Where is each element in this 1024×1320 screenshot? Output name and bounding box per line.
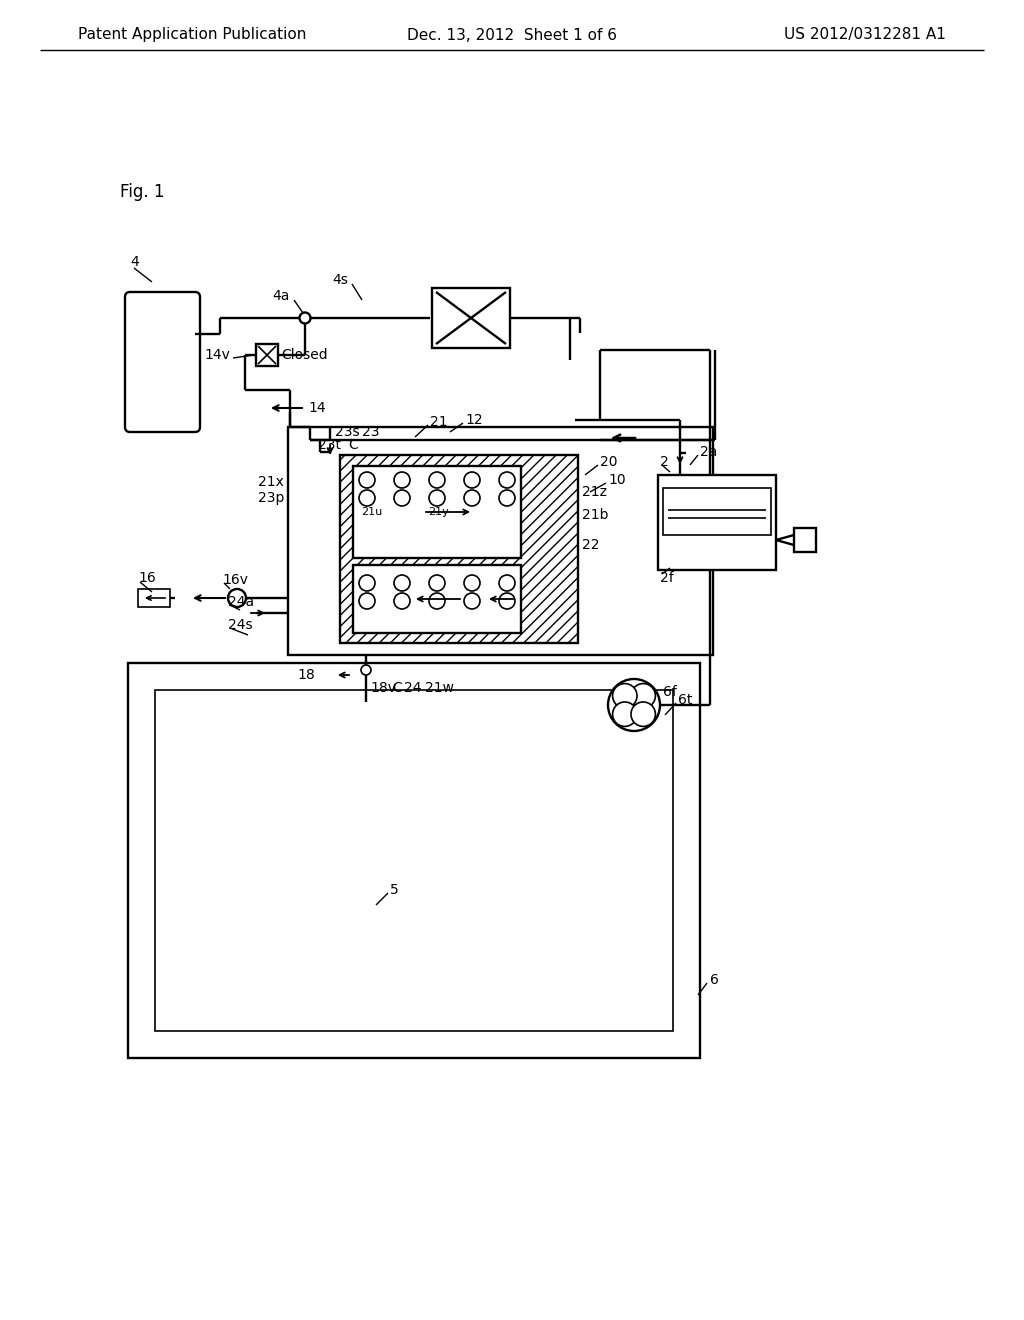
Text: 12: 12	[465, 413, 482, 426]
Text: 14v: 14v	[204, 348, 230, 362]
Bar	[432, 288, 510, 348]
Bar	[663, 488, 771, 535]
Bar	[353, 466, 521, 558]
Text: 16v: 16v	[222, 573, 248, 587]
Text: 20: 20	[600, 455, 617, 469]
Text: 21u: 21u	[361, 507, 382, 517]
Text: 23: 23	[362, 425, 380, 440]
Text: 24s: 24s	[228, 618, 253, 632]
Text: 2a: 2a	[700, 445, 718, 459]
Circle shape	[464, 576, 480, 591]
Text: 18v: 18v	[370, 681, 396, 696]
Text: 21y: 21y	[428, 507, 449, 517]
Circle shape	[464, 490, 480, 506]
Circle shape	[394, 490, 410, 506]
Text: 4: 4	[130, 255, 138, 269]
Text: 6f: 6f	[663, 685, 677, 700]
Circle shape	[429, 576, 445, 591]
Circle shape	[359, 576, 375, 591]
Circle shape	[464, 473, 480, 488]
Text: 21z: 21z	[582, 484, 607, 499]
Circle shape	[394, 576, 410, 591]
Circle shape	[612, 684, 637, 708]
Circle shape	[499, 490, 515, 506]
Bar	[658, 475, 776, 570]
Text: 21x: 21x	[258, 475, 284, 488]
Bar	[340, 455, 578, 643]
Text: 4a: 4a	[272, 289, 290, 304]
Circle shape	[394, 593, 410, 609]
Text: 21: 21	[430, 414, 447, 429]
Circle shape	[499, 576, 515, 591]
Bar	[353, 565, 521, 634]
Circle shape	[608, 678, 660, 731]
Text: 24: 24	[404, 681, 422, 696]
Text: 16: 16	[138, 572, 156, 585]
Bar	[138, 589, 170, 607]
Text: 18: 18	[297, 668, 315, 682]
Text: C: C	[392, 681, 401, 696]
Bar	[288, 426, 713, 655]
Text: 4s: 4s	[332, 273, 348, 286]
Circle shape	[299, 313, 310, 323]
Text: 24a: 24a	[228, 595, 254, 609]
Text: 2: 2	[660, 455, 669, 469]
Circle shape	[359, 473, 375, 488]
Text: Dec. 13, 2012  Sheet 1 of 6: Dec. 13, 2012 Sheet 1 of 6	[407, 28, 617, 42]
Text: 21b: 21b	[582, 508, 608, 521]
Text: 22: 22	[582, 539, 599, 552]
Bar	[128, 663, 700, 1059]
Text: C: C	[348, 438, 357, 451]
Text: 6: 6	[710, 973, 719, 987]
Circle shape	[361, 665, 371, 675]
Text: 14: 14	[308, 401, 326, 414]
Circle shape	[499, 473, 515, 488]
Text: 6t: 6t	[678, 693, 692, 708]
Text: 23p: 23p	[258, 491, 285, 506]
Circle shape	[394, 473, 410, 488]
Bar	[155, 690, 673, 1031]
Text: Patent Application Publication: Patent Application Publication	[78, 28, 306, 42]
Circle shape	[429, 473, 445, 488]
Text: US 2012/0312281 A1: US 2012/0312281 A1	[784, 28, 946, 42]
Text: 5: 5	[390, 883, 398, 898]
Circle shape	[499, 593, 515, 609]
Text: 23t: 23t	[318, 438, 341, 451]
Text: 2f: 2f	[660, 572, 674, 585]
Circle shape	[429, 490, 445, 506]
Circle shape	[359, 593, 375, 609]
Circle shape	[612, 702, 637, 726]
Circle shape	[631, 684, 655, 708]
FancyBboxPatch shape	[125, 292, 200, 432]
Circle shape	[631, 702, 655, 726]
Circle shape	[429, 593, 445, 609]
Text: Fig. 1: Fig. 1	[120, 183, 165, 201]
Circle shape	[359, 490, 375, 506]
Text: 10: 10	[608, 473, 626, 487]
Text: 21w: 21w	[425, 681, 454, 696]
Circle shape	[464, 593, 480, 609]
Bar	[256, 345, 278, 366]
Circle shape	[228, 589, 246, 607]
Text: Closed: Closed	[281, 348, 328, 362]
Text: 23s: 23s	[335, 425, 359, 440]
Bar	[794, 528, 816, 552]
